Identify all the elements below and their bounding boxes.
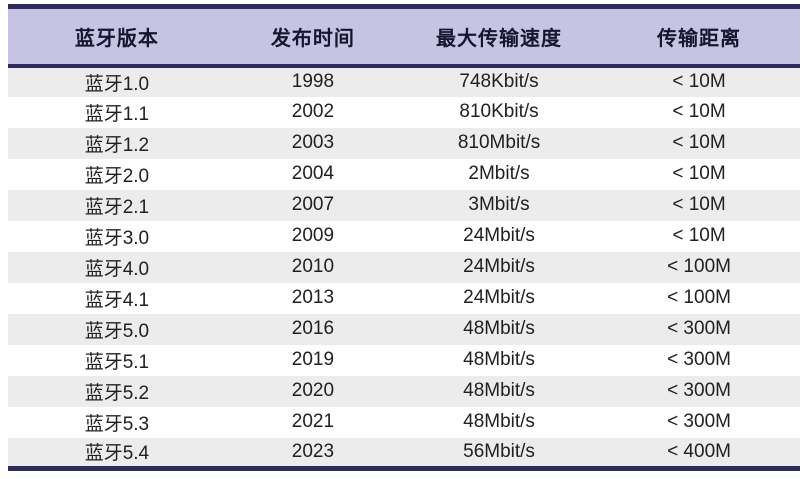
table-cell: 2010 <box>291 256 335 277</box>
table-cell: 2Mbit/s <box>468 163 530 184</box>
table-cell: < 400M <box>667 440 731 462</box>
table-row: 蓝牙5.3 2021 48Mbit/s < 300M <box>8 406 800 438</box>
table-cell: 24Mbit/s <box>463 225 535 246</box>
table-row: 蓝牙5.1 2019 48Mbit/s < 300M <box>8 344 800 376</box>
table-cell: 蓝牙5.3 <box>84 413 150 435</box>
table-cell: 2021 <box>291 411 335 432</box>
table-cell: 蓝牙4.0 <box>84 258 150 280</box>
header-row: 蓝牙版本 发布时间 最大传输速度 传输距离 <box>8 6 800 68</box>
table-cell: < 10M <box>672 132 726 153</box>
table-row: 蓝牙4.0 2010 24Mbit/s < 100M <box>8 251 800 283</box>
table-cell: 48Mbit/s <box>463 380 535 401</box>
table-cell: 蓝牙1.2 <box>84 134 150 156</box>
table-cell: < 10M <box>672 101 726 122</box>
table-row: 蓝牙5.4 2023 56Mbit/s < 400M <box>8 437 800 469</box>
table-cell: < 10M <box>672 71 726 92</box>
column-header-range: 传输距离 <box>598 6 800 68</box>
table-cell: 蓝牙3.0 <box>84 227 150 249</box>
table-cell: 48Mbit/s <box>463 318 535 339</box>
table-cell: 24Mbit/s <box>463 287 535 308</box>
table-cell: 蓝牙5.1 <box>84 351 150 373</box>
table-row: 蓝牙2.0 2004 2Mbit/s < 10M <box>8 158 800 190</box>
table-cell: 56Mbit/s <box>463 440 535 462</box>
table-cell: < 100M <box>667 287 731 308</box>
table-row: 蓝牙5.2 2020 48Mbit/s < 300M <box>8 375 800 407</box>
table-cell: 748Kbit/s <box>459 71 539 92</box>
table-cell: 48Mbit/s <box>463 349 535 370</box>
table-row: 蓝牙5.0 2016 48Mbit/s < 300M <box>8 313 800 345</box>
table-row: 蓝牙1.0 1998 748Kbit/s < 10M <box>8 65 800 97</box>
table-cell: 2013 <box>291 287 335 308</box>
table-cell: < 10M <box>672 225 726 246</box>
table-cell: < 300M <box>667 380 731 401</box>
table-cell: 蓝牙1.0 <box>84 73 150 95</box>
table-cell: 2003 <box>291 132 335 153</box>
table-cell: 2007 <box>291 194 335 215</box>
table-cell: 2004 <box>291 163 335 184</box>
table-row: 蓝牙3.0 2009 24Mbit/s < 10M <box>8 220 800 252</box>
table-body: 蓝牙1.0 1998 748Kbit/s < 10M 蓝牙1.1 2002 810Kbit/… <box>8 65 800 469</box>
table-cell: 2020 <box>291 380 335 401</box>
table-cell: 1998 <box>291 71 335 92</box>
column-header-max-speed: 最大传输速度 <box>400 6 599 68</box>
table-cell: 3Mbit/s <box>468 194 530 215</box>
column-header-version: 蓝牙版本 <box>8 6 226 68</box>
table-cell: < 300M <box>667 318 731 339</box>
table-cell: 810Mbit/s <box>457 132 541 153</box>
table-cell: 蓝牙2.1 <box>84 196 150 218</box>
table-cell: 2002 <box>291 101 335 122</box>
table-cell: 2019 <box>291 349 335 370</box>
table-cell: 蓝牙5.4 <box>84 443 150 465</box>
table-row: 蓝牙1.1 2002 810Kbit/s < 10M <box>8 96 800 128</box>
table-cell: 蓝牙5.2 <box>84 382 150 404</box>
table-row: 蓝牙2.1 2007 3Mbit/s < 10M <box>8 189 800 221</box>
table-cell: < 300M <box>667 349 731 370</box>
column-header-release-date: 发布时间 <box>225 6 401 68</box>
table-cell: 48Mbit/s <box>463 411 535 432</box>
table-cell: < 10M <box>672 163 726 184</box>
table-cell: 2016 <box>291 318 335 339</box>
table-cell: 蓝牙5.0 <box>84 320 150 342</box>
table-cell: 24Mbit/s <box>463 256 535 277</box>
table-cell: < 300M <box>667 411 731 432</box>
table-cell: < 100M <box>667 256 731 277</box>
table-cell: 蓝牙2.0 <box>84 165 150 187</box>
table-cell: 810Kbit/s <box>459 101 539 122</box>
bluetooth-version-table: 蓝牙版本 发布时间 最大传输速度 传输距离 蓝牙1.0 1998 748Kbit/s… <box>8 4 800 471</box>
table-cell: 蓝牙1.1 <box>84 103 150 125</box>
table-cell: 2009 <box>291 225 335 246</box>
table-row: 蓝牙1.2 2003 810Mbit/s < 10M <box>8 127 800 159</box>
table-cell: 蓝牙4.1 <box>84 289 150 311</box>
table-cell: < 10M <box>672 194 726 215</box>
table-row: 蓝牙4.1 2013 24Mbit/s < 100M <box>8 282 800 314</box>
table-cell: 2023 <box>291 440 335 462</box>
